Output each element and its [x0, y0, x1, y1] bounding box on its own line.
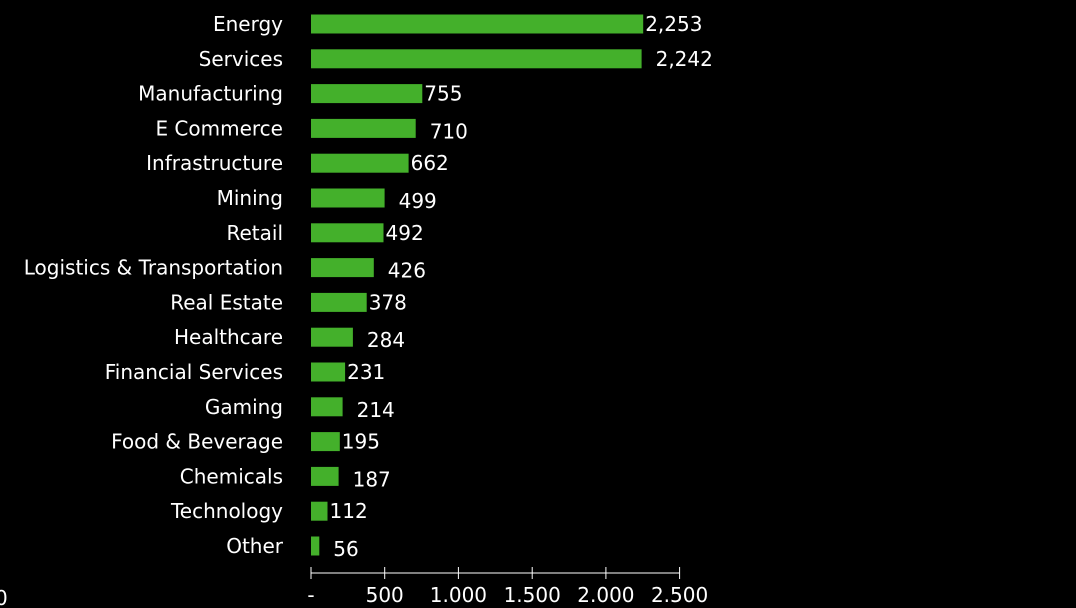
category-label: Chemicals [180, 464, 283, 488]
category-label: Healthcare [174, 325, 283, 349]
bar [311, 501, 328, 521]
category-label: Services [199, 47, 283, 71]
value-labels-group: 2,253 2,242 755 710 662 499 492 426 378 284 231 214… [330, 12, 713, 561]
value-label: 2,253 [645, 12, 702, 36]
bar [311, 362, 346, 382]
category-label: Real Estate [170, 290, 283, 314]
value-label: 426 [388, 259, 426, 283]
bar [311, 118, 416, 138]
value-label: 214 [357, 398, 395, 422]
category-label: Infrastructure [146, 151, 283, 175]
value-label: 187 [353, 467, 391, 491]
x-tick-label: 2.000 [577, 583, 634, 607]
value-label: 195 [342, 430, 380, 454]
x-axis: - 500 1.000 1.500 2.000 2.500 [307, 567, 708, 607]
value-label: 662 [411, 151, 449, 175]
x-tick-label: 1.500 [504, 583, 561, 607]
value-label: 755 [424, 82, 462, 106]
bar [311, 188, 385, 208]
x-tick-label: 500 [366, 583, 404, 607]
value-label: 378 [369, 290, 407, 314]
value-label: 2,242 [656, 47, 713, 71]
bar [311, 536, 320, 556]
value-label: 231 [347, 360, 385, 384]
category-label: Manufacturing [138, 82, 283, 106]
bar [311, 292, 367, 312]
category-label: E Commerce [155, 116, 283, 140]
value-label: 499 [399, 189, 437, 213]
x-tick-label: - [307, 583, 314, 607]
bar [311, 49, 642, 69]
x-tick-label: 1.000 [430, 583, 487, 607]
bar [311, 466, 339, 486]
bar [311, 14, 644, 34]
value-label: 710 [430, 119, 468, 143]
bars-group [311, 14, 644, 556]
bar [311, 84, 423, 104]
category-label: Other [226, 534, 284, 558]
category-label: Mining [217, 186, 283, 210]
x-tick-label: 2.500 [651, 583, 708, 607]
bar [311, 327, 353, 347]
category-label: Gaming [205, 395, 283, 419]
category-labels-group: Energy Services Manufacturing E Commerce Inf… [24, 12, 284, 558]
bar [311, 223, 384, 243]
category-label: Retail [226, 221, 283, 245]
value-label: 284 [367, 328, 405, 352]
category-label: Financial Services [105, 360, 283, 384]
category-label: Energy [213, 12, 283, 36]
value-label: 492 [386, 221, 424, 245]
category-label: Logistics & Transportation [24, 256, 283, 280]
bar [311, 258, 374, 278]
corner-label: 0 [0, 586, 8, 608]
category-label: Food & Beverage [111, 430, 283, 454]
category-label: Technology [170, 499, 283, 523]
bar [311, 432, 340, 452]
bar [311, 153, 409, 173]
bar [311, 397, 343, 417]
value-label: 56 [333, 537, 358, 561]
value-label: 112 [330, 499, 368, 523]
